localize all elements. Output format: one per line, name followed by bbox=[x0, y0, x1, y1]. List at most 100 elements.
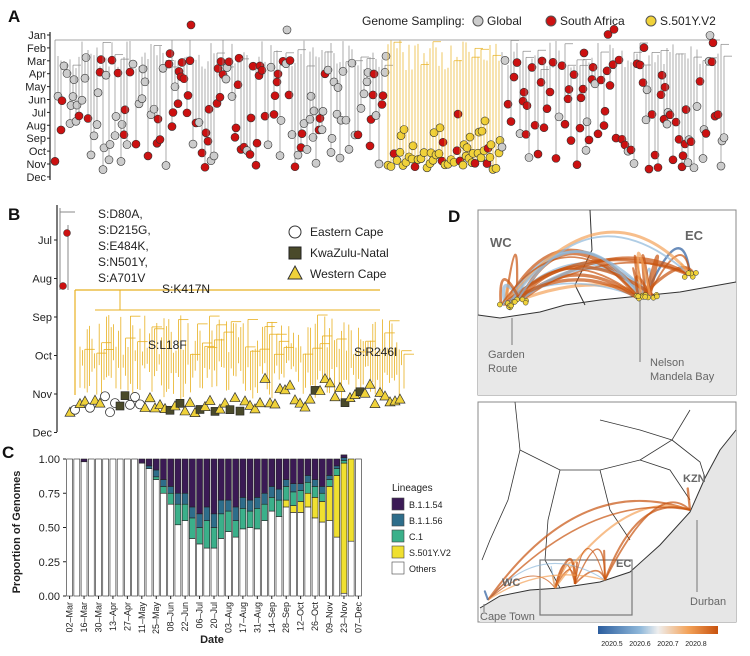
bar-segment bbox=[275, 488, 283, 501]
tip-marker bbox=[110, 131, 120, 140]
tip-marker bbox=[293, 150, 303, 160]
bar-segment bbox=[152, 469, 160, 478]
legend-marker-western-cape bbox=[287, 264, 303, 280]
tip-marker bbox=[554, 112, 564, 122]
tip-marker bbox=[284, 90, 294, 100]
tip-marker bbox=[689, 163, 699, 173]
tip-marker bbox=[179, 74, 189, 84]
tip-marker bbox=[332, 109, 342, 119]
tip-marker bbox=[57, 96, 67, 106]
x-tick-label: 09–Nov bbox=[325, 602, 335, 634]
tip-marker bbox=[260, 111, 270, 121]
tip-marker bbox=[644, 164, 654, 174]
tip-marker bbox=[285, 56, 295, 65]
tip-marker bbox=[327, 134, 337, 143]
colorbar-tick-label: 2020.7 bbox=[657, 641, 679, 648]
tip-marker bbox=[125, 67, 135, 77]
tip-marker bbox=[80, 73, 90, 83]
tip-marker bbox=[197, 148, 207, 158]
tip-marker bbox=[326, 148, 336, 157]
bar-segment bbox=[145, 458, 153, 467]
tip-marker bbox=[177, 58, 187, 67]
tip-marker bbox=[551, 154, 561, 163]
x-tick-label: 20–Jul bbox=[209, 602, 219, 629]
map-bottom-kzn: KZN bbox=[683, 473, 706, 485]
migration-arc bbox=[686, 487, 692, 511]
bar-segment bbox=[232, 506, 239, 521]
tip-marker bbox=[476, 153, 486, 163]
bar-segment bbox=[311, 479, 319, 487]
panel-b-legend: Eastern Cape KwaZulu-Natal Western Cape bbox=[287, 225, 389, 281]
bar-segment bbox=[109, 458, 117, 597]
tip-marker bbox=[302, 145, 312, 154]
bar-segment bbox=[254, 458, 261, 498]
tip-marker bbox=[203, 136, 213, 146]
bar-segment bbox=[66, 458, 73, 597]
bar-segment bbox=[239, 528, 247, 597]
tip-western-cape bbox=[299, 401, 311, 412]
tip-marker bbox=[155, 135, 165, 144]
tip-western-cape bbox=[254, 397, 266, 408]
tip-marker bbox=[105, 140, 115, 149]
map-bottom-durban: Durban bbox=[690, 596, 726, 608]
tip-marker bbox=[653, 163, 663, 172]
tip-western-cape bbox=[204, 394, 216, 405]
migration-arc bbox=[487, 499, 691, 601]
tip-western-cape bbox=[239, 395, 251, 406]
panel-d-label: D bbox=[448, 207, 460, 226]
bar-segment bbox=[210, 458, 218, 515]
tip-marker bbox=[477, 126, 487, 136]
tip-marker bbox=[626, 145, 636, 155]
bar-segment bbox=[275, 516, 283, 597]
location-marker bbox=[512, 299, 518, 305]
legend-swatch bbox=[391, 529, 405, 543]
tip-marker bbox=[660, 82, 670, 92]
tip-marker bbox=[639, 43, 649, 52]
tip-marker bbox=[677, 162, 687, 172]
bar-segment bbox=[340, 460, 348, 464]
tip-marker bbox=[224, 57, 234, 67]
x-tick-label: 27–Apr bbox=[122, 602, 132, 631]
tip-marker bbox=[230, 132, 240, 142]
bar-segment bbox=[124, 458, 131, 597]
tip-marker bbox=[581, 145, 591, 155]
tip-marker bbox=[306, 91, 316, 101]
bar-segment bbox=[319, 501, 326, 523]
y-tick-label: 0.75 bbox=[39, 488, 60, 500]
bar-segment bbox=[102, 458, 109, 597]
tip-marker bbox=[378, 91, 388, 100]
y-axis-title: Proportion of Genomes bbox=[11, 471, 23, 594]
month-tick-label: Dec bbox=[26, 172, 46, 184]
tip-marker bbox=[548, 57, 558, 67]
tip-marker bbox=[485, 153, 495, 162]
bar-segment bbox=[340, 462, 348, 594]
tip-marker bbox=[713, 110, 723, 119]
tip-marker bbox=[650, 150, 660, 160]
tip-marker bbox=[600, 106, 610, 116]
bar-segment bbox=[138, 462, 146, 597]
location-marker bbox=[642, 294, 648, 300]
tip-western-cape bbox=[284, 379, 296, 390]
tip-marker bbox=[681, 105, 691, 114]
legend-marker-eastern-cape bbox=[288, 225, 302, 239]
bar-segment bbox=[268, 458, 276, 487]
tip-marker bbox=[683, 158, 693, 167]
bar-segment bbox=[311, 486, 319, 498]
month-tick-label: Apr bbox=[29, 69, 46, 81]
tip-marker bbox=[96, 55, 106, 64]
colorbar-ticks: 2020.5 2020.6 2020.7 2020.8 bbox=[601, 641, 707, 648]
tip-marker bbox=[344, 145, 354, 154]
legend-swatch bbox=[391, 545, 405, 559]
x-tick-label: 26–Oct bbox=[310, 602, 320, 632]
bar-segment bbox=[282, 506, 290, 597]
tip-western-cape bbox=[229, 391, 241, 402]
month-tick-label: Jun bbox=[28, 95, 46, 107]
tip-marker bbox=[165, 49, 175, 58]
tip-marker bbox=[386, 162, 396, 171]
panel-b-phylogeny bbox=[59, 208, 414, 418]
tip-marker bbox=[323, 65, 333, 75]
legend-label-kwazulu-natal: KwaZulu-Natal bbox=[310, 246, 389, 260]
bar-segment bbox=[239, 508, 247, 530]
tip-marker bbox=[576, 93, 586, 103]
bar-segment bbox=[261, 520, 268, 597]
